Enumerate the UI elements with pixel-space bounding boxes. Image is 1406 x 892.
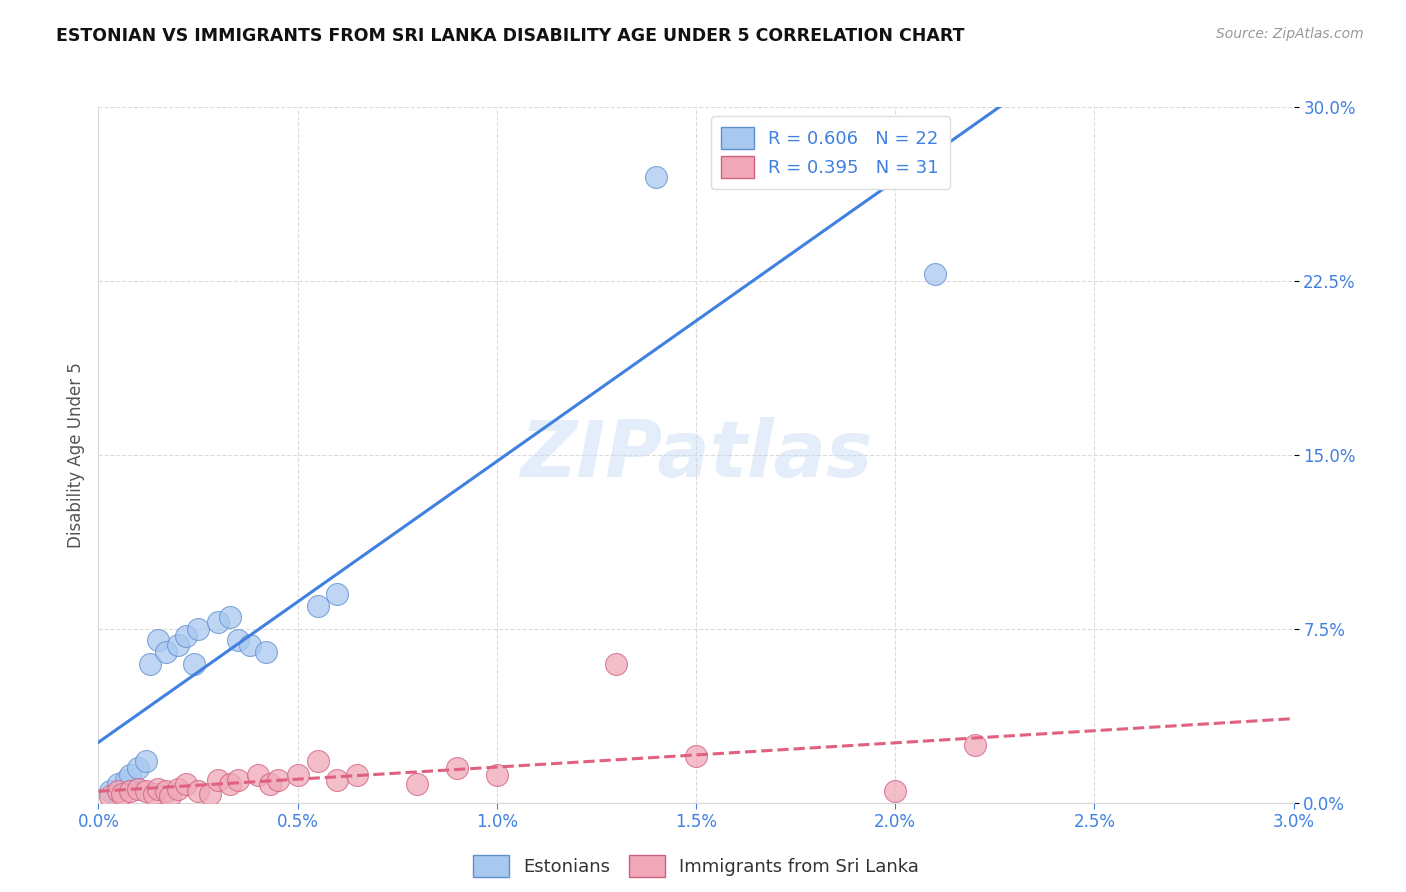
Point — [183, 657, 205, 671]
Point — [143, 787, 166, 801]
Point — [219, 777, 242, 791]
Legend: Estonians, Immigrants from Sri Lanka: Estonians, Immigrants from Sri Lanka — [465, 847, 927, 884]
Point — [346, 768, 368, 782]
Point — [198, 787, 221, 801]
Point — [107, 777, 129, 791]
Text: Source: ZipAtlas.com: Source: ZipAtlas.com — [1216, 27, 1364, 41]
Point — [111, 787, 134, 801]
Point — [307, 599, 329, 613]
Point — [167, 638, 190, 652]
Point — [219, 610, 242, 624]
Point — [685, 749, 707, 764]
Point — [159, 789, 181, 803]
Point — [155, 645, 177, 659]
Point — [207, 615, 229, 629]
Point — [120, 784, 142, 798]
Point — [645, 169, 668, 184]
Point — [148, 633, 170, 648]
Point — [127, 781, 149, 796]
Point — [884, 784, 907, 798]
Point — [485, 768, 508, 782]
Point — [98, 784, 122, 798]
Point — [239, 638, 262, 652]
Point — [174, 777, 197, 791]
Text: ESTONIAN VS IMMIGRANTS FROM SRI LANKA DISABILITY AGE UNDER 5 CORRELATION CHART: ESTONIAN VS IMMIGRANTS FROM SRI LANKA DI… — [56, 27, 965, 45]
Point — [127, 761, 149, 775]
Point — [226, 772, 249, 787]
Point — [187, 622, 209, 636]
Point — [326, 772, 349, 787]
Point — [963, 738, 986, 752]
Point — [406, 777, 429, 791]
Point — [259, 777, 281, 791]
Text: ZIPatlas: ZIPatlas — [520, 417, 872, 493]
Point — [326, 587, 349, 601]
Point — [98, 789, 122, 803]
Point — [155, 784, 177, 798]
Point — [135, 754, 157, 768]
Point — [107, 784, 129, 798]
Point — [226, 633, 249, 648]
Point — [446, 761, 468, 775]
Point — [207, 772, 229, 787]
Y-axis label: Disability Age Under 5: Disability Age Under 5 — [66, 362, 84, 548]
Point — [139, 657, 162, 671]
Point — [246, 768, 269, 782]
Point — [267, 772, 290, 787]
Point — [167, 781, 190, 796]
Point — [115, 772, 138, 787]
Point — [307, 754, 329, 768]
Point — [924, 267, 946, 281]
Point — [148, 781, 170, 796]
Point — [605, 657, 627, 671]
Point — [254, 645, 277, 659]
Point — [135, 784, 157, 798]
Point — [174, 629, 197, 643]
Point — [287, 768, 309, 782]
Point — [187, 784, 209, 798]
Point — [120, 768, 142, 782]
